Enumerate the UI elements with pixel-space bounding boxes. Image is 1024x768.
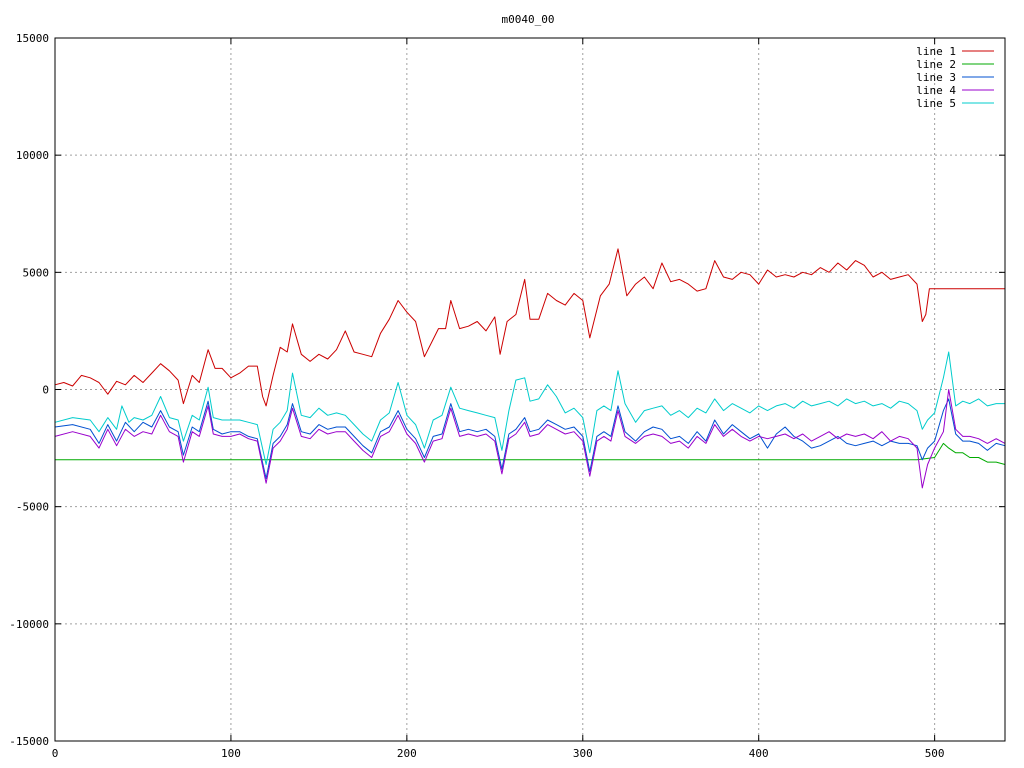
y-tick-label: 5000 [23, 266, 50, 279]
legend-label: line 4 [916, 84, 956, 97]
y-tick-label: 15000 [16, 32, 49, 45]
x-tick-label: 300 [573, 747, 593, 760]
x-tick-label: 500 [925, 747, 945, 760]
series-lines [54, 248, 1006, 489]
y-tick-label: 0 [42, 384, 49, 397]
series-line-line-1 [54, 248, 1005, 407]
legend-label: line 2 [916, 58, 956, 71]
y-tick-label: -5000 [16, 501, 49, 514]
x-axis-ticks: 0 100 200 300 400 500 [52, 38, 945, 760]
legend-label: line 3 [916, 71, 956, 84]
y-tick-label: 10000 [16, 149, 49, 162]
x-tick-label: 400 [749, 747, 769, 760]
legend-label: line 5 [916, 97, 956, 110]
y-axis-ticks: -15000 -10000 -5000 0 5000 10000 15000 [9, 32, 1005, 748]
series-line-line-2 [55, 442, 1006, 465]
series-line-line-5 [54, 351, 1005, 465]
series-line-line-4 [54, 389, 1006, 489]
grid [55, 38, 1005, 741]
y-tick-label: -10000 [9, 618, 49, 631]
y-tick-label: -15000 [9, 735, 49, 748]
x-tick-label: 100 [221, 747, 241, 760]
x-tick-label: 200 [397, 747, 417, 760]
x-tick-label: 0 [52, 747, 59, 760]
chart-title: m0040_00 [502, 13, 555, 26]
series-line-line-3 [54, 398, 1006, 479]
legend-label: line 1 [916, 45, 956, 58]
